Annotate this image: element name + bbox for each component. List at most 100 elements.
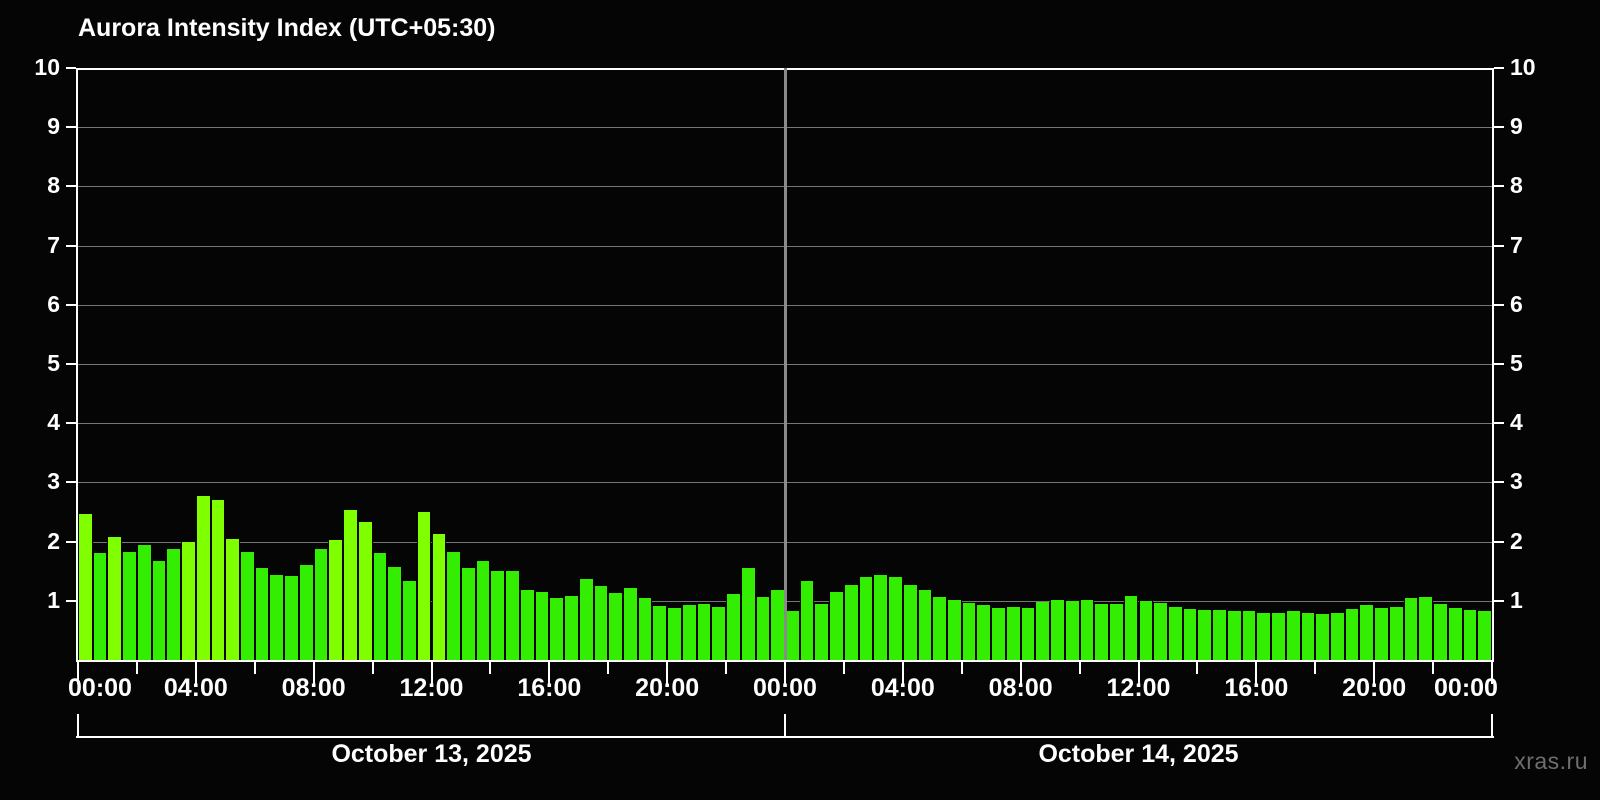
bar xyxy=(1271,612,1286,660)
x-tick-4h xyxy=(194,662,197,684)
bar xyxy=(1123,596,1139,660)
bar xyxy=(976,604,992,660)
bar xyxy=(593,586,609,660)
bar xyxy=(888,577,903,660)
bar xyxy=(475,561,491,660)
bar xyxy=(1094,603,1110,660)
y-label-left-9: 9 xyxy=(47,113,60,140)
bar xyxy=(505,571,520,660)
y-tick-right-10 xyxy=(1494,67,1504,69)
x-tick-48h xyxy=(1491,662,1493,684)
x-tick-40h xyxy=(1255,662,1258,684)
bar xyxy=(1477,611,1492,660)
y-tick-left-2 xyxy=(66,540,76,543)
bar xyxy=(1418,596,1434,660)
bar xyxy=(1005,606,1021,660)
day-label-0: October 13, 2025 xyxy=(331,740,532,768)
chart-title: Aurora Intensity Index (UTC+05:30) xyxy=(78,14,496,42)
bar xyxy=(1197,609,1213,660)
y-tick-left-10 xyxy=(66,67,76,69)
y-label-right-9: 9 xyxy=(1510,113,1523,140)
y-label-right-10: 10 xyxy=(1510,54,1536,80)
y-label-left-1: 1 xyxy=(47,586,60,613)
bar xyxy=(1447,607,1463,660)
y-tick-right-3 xyxy=(1494,481,1504,484)
bar xyxy=(1153,602,1168,660)
x-tick-0h xyxy=(77,662,79,684)
bar xyxy=(578,578,594,660)
y-label-right-5: 5 xyxy=(1510,350,1523,376)
bar xyxy=(564,596,579,660)
x-tick-label-12: 00:00 xyxy=(1434,674,1498,702)
bar xyxy=(107,537,123,660)
bar xyxy=(490,570,506,660)
bar xyxy=(1403,597,1419,660)
x-tick-16h xyxy=(548,662,551,684)
x-tick-label-8: 08:00 xyxy=(988,674,1053,702)
bar xyxy=(225,538,240,660)
y-tick-right-6 xyxy=(1494,303,1504,306)
y-tick-left-3 xyxy=(66,481,76,484)
bar xyxy=(1064,600,1080,660)
y-tick-right-5 xyxy=(1494,363,1504,365)
day-band-line xyxy=(76,736,1494,738)
day-label-1: October 14, 2025 xyxy=(1038,740,1239,768)
bar xyxy=(740,567,756,660)
bar xyxy=(652,605,668,660)
y-label-left-6: 6 xyxy=(47,290,60,317)
bar xyxy=(534,591,550,660)
bar xyxy=(1109,603,1124,660)
bar xyxy=(460,567,476,660)
y-label-right-6: 6 xyxy=(1510,290,1523,317)
y-label-left-8: 8 xyxy=(47,172,60,199)
x-tick-label-7: 04:00 xyxy=(870,674,935,702)
y-tick-left-8 xyxy=(66,185,76,188)
bar xyxy=(1285,611,1301,660)
x-tick-36h xyxy=(1137,662,1140,684)
bar xyxy=(1388,606,1404,660)
x-tick-28h xyxy=(901,662,904,684)
bar xyxy=(431,533,447,660)
bar xyxy=(770,590,785,660)
bar xyxy=(254,568,270,660)
bar xyxy=(181,541,196,660)
y-label-right-3: 3 xyxy=(1510,468,1523,495)
bar xyxy=(991,607,1006,660)
x-tick-42h xyxy=(1314,662,1317,674)
day-band-tick-48h xyxy=(1491,714,1493,736)
bar xyxy=(1300,612,1316,660)
bar xyxy=(1315,613,1330,660)
bar xyxy=(357,522,373,660)
bar xyxy=(785,610,800,660)
bar-series xyxy=(78,68,1492,660)
bar xyxy=(78,513,93,660)
x-tick-10h xyxy=(371,662,374,674)
bar xyxy=(917,590,933,660)
y-label-left-2: 2 xyxy=(47,527,60,554)
bar xyxy=(1226,611,1242,660)
bar xyxy=(1020,607,1036,660)
bar xyxy=(284,575,299,660)
bar xyxy=(1344,608,1360,660)
x-tick-2h xyxy=(135,662,138,674)
x-tick-38h xyxy=(1196,662,1199,674)
y-tick-right-8 xyxy=(1494,185,1504,188)
bar xyxy=(1462,609,1478,660)
bar xyxy=(1329,612,1345,660)
bar xyxy=(829,591,844,660)
y-label-left-3: 3 xyxy=(47,468,60,495)
bar xyxy=(799,581,815,660)
x-tick-label-11: 20:00 xyxy=(1342,674,1407,702)
y-tick-left-6 xyxy=(66,303,76,306)
x-tick-34h xyxy=(1078,662,1081,674)
bar xyxy=(92,553,108,660)
bar xyxy=(298,565,314,660)
bar xyxy=(343,510,358,660)
y-axis-right xyxy=(1492,68,1494,662)
bar xyxy=(1050,599,1065,660)
y-tick-right-9 xyxy=(1494,126,1504,129)
x-tick-46h xyxy=(1432,662,1435,674)
y-label-left-7: 7 xyxy=(47,231,60,258)
day-band-tick-0h xyxy=(77,714,79,736)
